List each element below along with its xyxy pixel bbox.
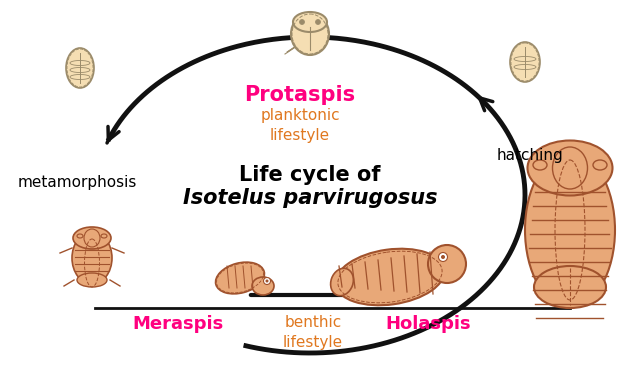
Ellipse shape: [510, 42, 540, 82]
Text: Isotelus parvirugosus: Isotelus parvirugosus: [183, 188, 437, 208]
Ellipse shape: [593, 160, 607, 170]
Text: Life cycle of: Life cycle of: [239, 165, 381, 185]
Ellipse shape: [291, 13, 329, 55]
Ellipse shape: [331, 268, 353, 296]
Ellipse shape: [527, 141, 613, 195]
Ellipse shape: [252, 277, 274, 295]
Ellipse shape: [84, 229, 100, 247]
Ellipse shape: [77, 273, 107, 287]
Ellipse shape: [315, 19, 320, 24]
Ellipse shape: [300, 19, 305, 24]
Ellipse shape: [428, 245, 466, 283]
Text: metamorphosis: metamorphosis: [18, 175, 137, 190]
Text: Meraspis: Meraspis: [132, 315, 224, 333]
Ellipse shape: [266, 280, 269, 282]
Text: Protaspis: Protaspis: [244, 85, 356, 105]
Ellipse shape: [533, 160, 547, 170]
Ellipse shape: [264, 277, 271, 285]
Ellipse shape: [441, 255, 445, 259]
Ellipse shape: [525, 152, 615, 307]
Ellipse shape: [534, 266, 606, 308]
Ellipse shape: [293, 12, 327, 32]
Text: planktonic
lifestyle: planktonic lifestyle: [260, 108, 340, 143]
Ellipse shape: [77, 234, 83, 238]
Ellipse shape: [552, 147, 588, 189]
Ellipse shape: [72, 232, 112, 284]
Ellipse shape: [101, 234, 107, 238]
Ellipse shape: [66, 48, 94, 88]
Ellipse shape: [73, 227, 111, 249]
Ellipse shape: [439, 253, 447, 261]
Text: hatching: hatching: [496, 148, 564, 163]
Text: Holaspis: Holaspis: [385, 315, 471, 333]
Text: benthic
lifestyle: benthic lifestyle: [283, 315, 343, 350]
Ellipse shape: [216, 262, 264, 294]
Ellipse shape: [335, 249, 445, 305]
